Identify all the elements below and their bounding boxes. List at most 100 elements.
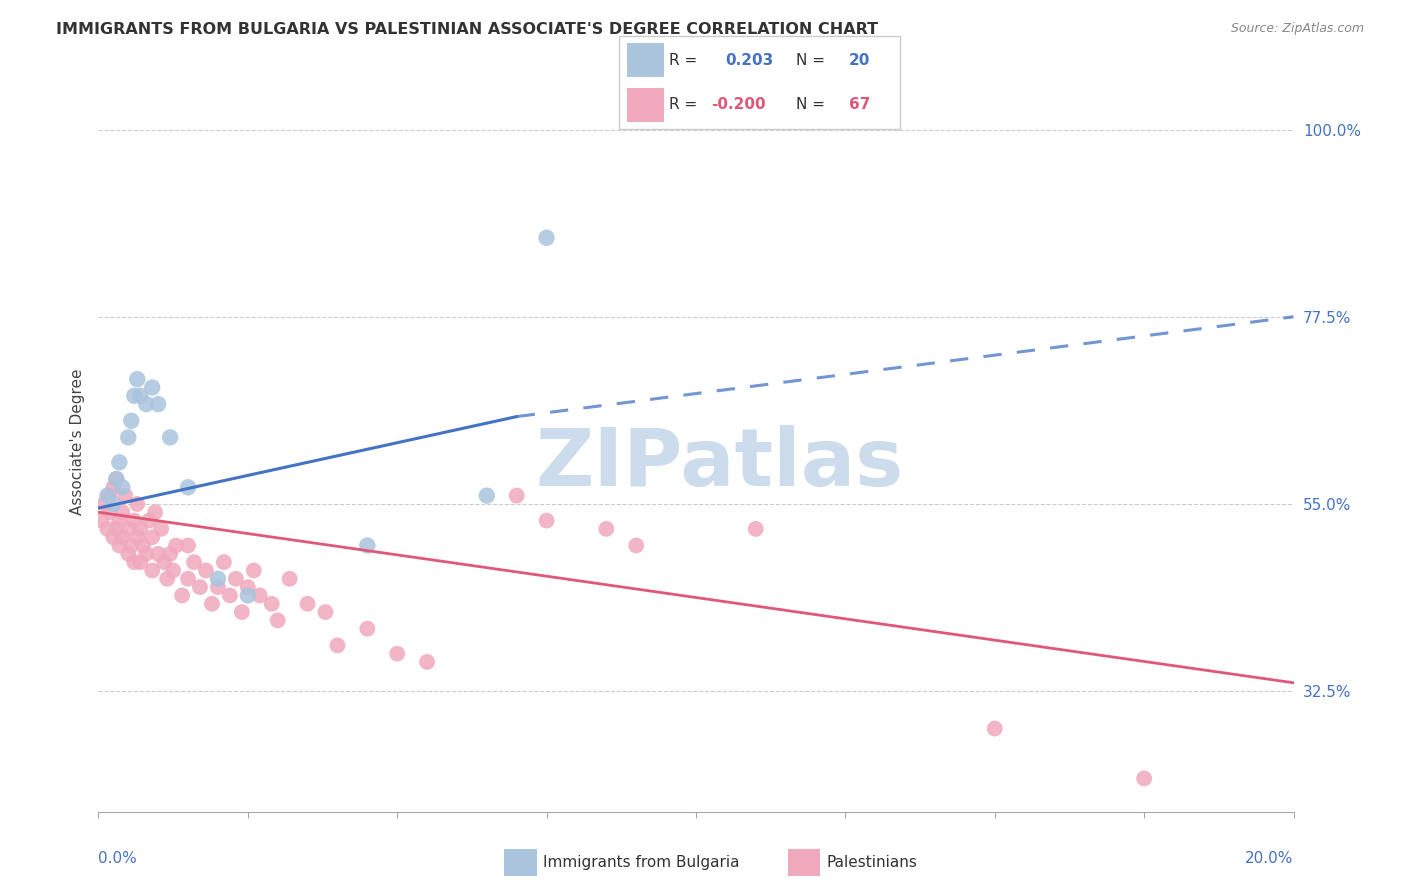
Point [159,547,181,561]
Text: R =: R = [669,53,697,68]
Point [141,530,163,544]
Point [984,722,1007,736]
Point [141,564,163,578]
Point [536,231,558,245]
Point [111,530,134,544]
Point [124,555,146,569]
Point [132,539,155,553]
Point [249,589,271,603]
Point [506,489,529,503]
Point [103,480,125,494]
Point [124,514,146,528]
Point [267,614,290,628]
Point [195,564,218,578]
Point [243,564,266,578]
Point [153,555,176,569]
Point [96,522,118,536]
Point [172,589,194,603]
Point [315,605,337,619]
Point [120,414,142,428]
Point [129,389,152,403]
Point [159,430,181,444]
Point [1133,772,1156,786]
Point [475,489,498,503]
Point [326,638,349,652]
Text: 0.0%: 0.0% [98,851,138,865]
Point [103,497,125,511]
Text: 20.0%: 20.0% [1246,851,1294,865]
Point [162,564,184,578]
Point [108,455,131,469]
Point [260,597,283,611]
Point [148,547,170,561]
Point [148,397,170,411]
Point [188,580,211,594]
Point [536,514,558,528]
Text: Source: ZipAtlas.com: Source: ZipAtlas.com [1230,22,1364,36]
Point [385,647,409,661]
Point [416,655,439,669]
Point [103,530,125,544]
Point [117,430,139,444]
Point [127,530,149,544]
Point [129,522,152,536]
Bar [627,43,664,77]
Bar [627,88,664,122]
Point [356,539,378,553]
Y-axis label: Associate's Degree: Associate's Degree [69,368,84,515]
Bar [787,849,821,876]
Point [96,489,118,503]
Point [595,522,617,536]
Point [745,522,768,536]
Point [114,489,136,503]
Point [111,505,134,519]
Point [212,555,235,569]
Point [177,480,200,494]
Point [626,539,648,553]
Point [141,380,163,394]
Point [117,522,139,536]
Text: R =: R = [669,97,697,112]
Point [165,539,187,553]
Point [129,555,152,569]
Point [124,389,146,403]
Bar [505,849,537,876]
Point [231,605,253,619]
Point [98,489,121,503]
Point [236,589,259,603]
Point [93,497,115,511]
Point [183,555,205,569]
Point [127,497,149,511]
Text: N =: N = [796,53,825,68]
Point [127,372,149,386]
Point [90,514,112,528]
Point [105,472,128,486]
Point [135,547,157,561]
Text: ZIPatlas: ZIPatlas [536,425,904,503]
Text: N =: N = [796,97,825,112]
Point [278,572,301,586]
Point [156,572,179,586]
Point [356,622,378,636]
Text: Immigrants from Bulgaria: Immigrants from Bulgaria [543,855,740,870]
Point [201,597,224,611]
Point [111,480,134,494]
Point [219,589,242,603]
Point [135,397,157,411]
Text: Palestinians: Palestinians [827,855,917,870]
Point [108,514,131,528]
Point [297,597,319,611]
Text: -0.200: -0.200 [711,97,766,112]
Text: 0.203: 0.203 [725,53,773,68]
Point [150,522,173,536]
Point [117,547,139,561]
Point [177,539,200,553]
Text: IMMIGRANTS FROM BULGARIA VS PALESTINIAN ASSOCIATE'S DEGREE CORRELATION CHART: IMMIGRANTS FROM BULGARIA VS PALESTINIAN … [56,22,879,37]
Point [177,572,200,586]
Text: 20: 20 [849,53,870,68]
Point [236,580,259,594]
Point [120,539,142,553]
Point [105,522,128,536]
Point [98,505,122,519]
Point [225,572,247,586]
